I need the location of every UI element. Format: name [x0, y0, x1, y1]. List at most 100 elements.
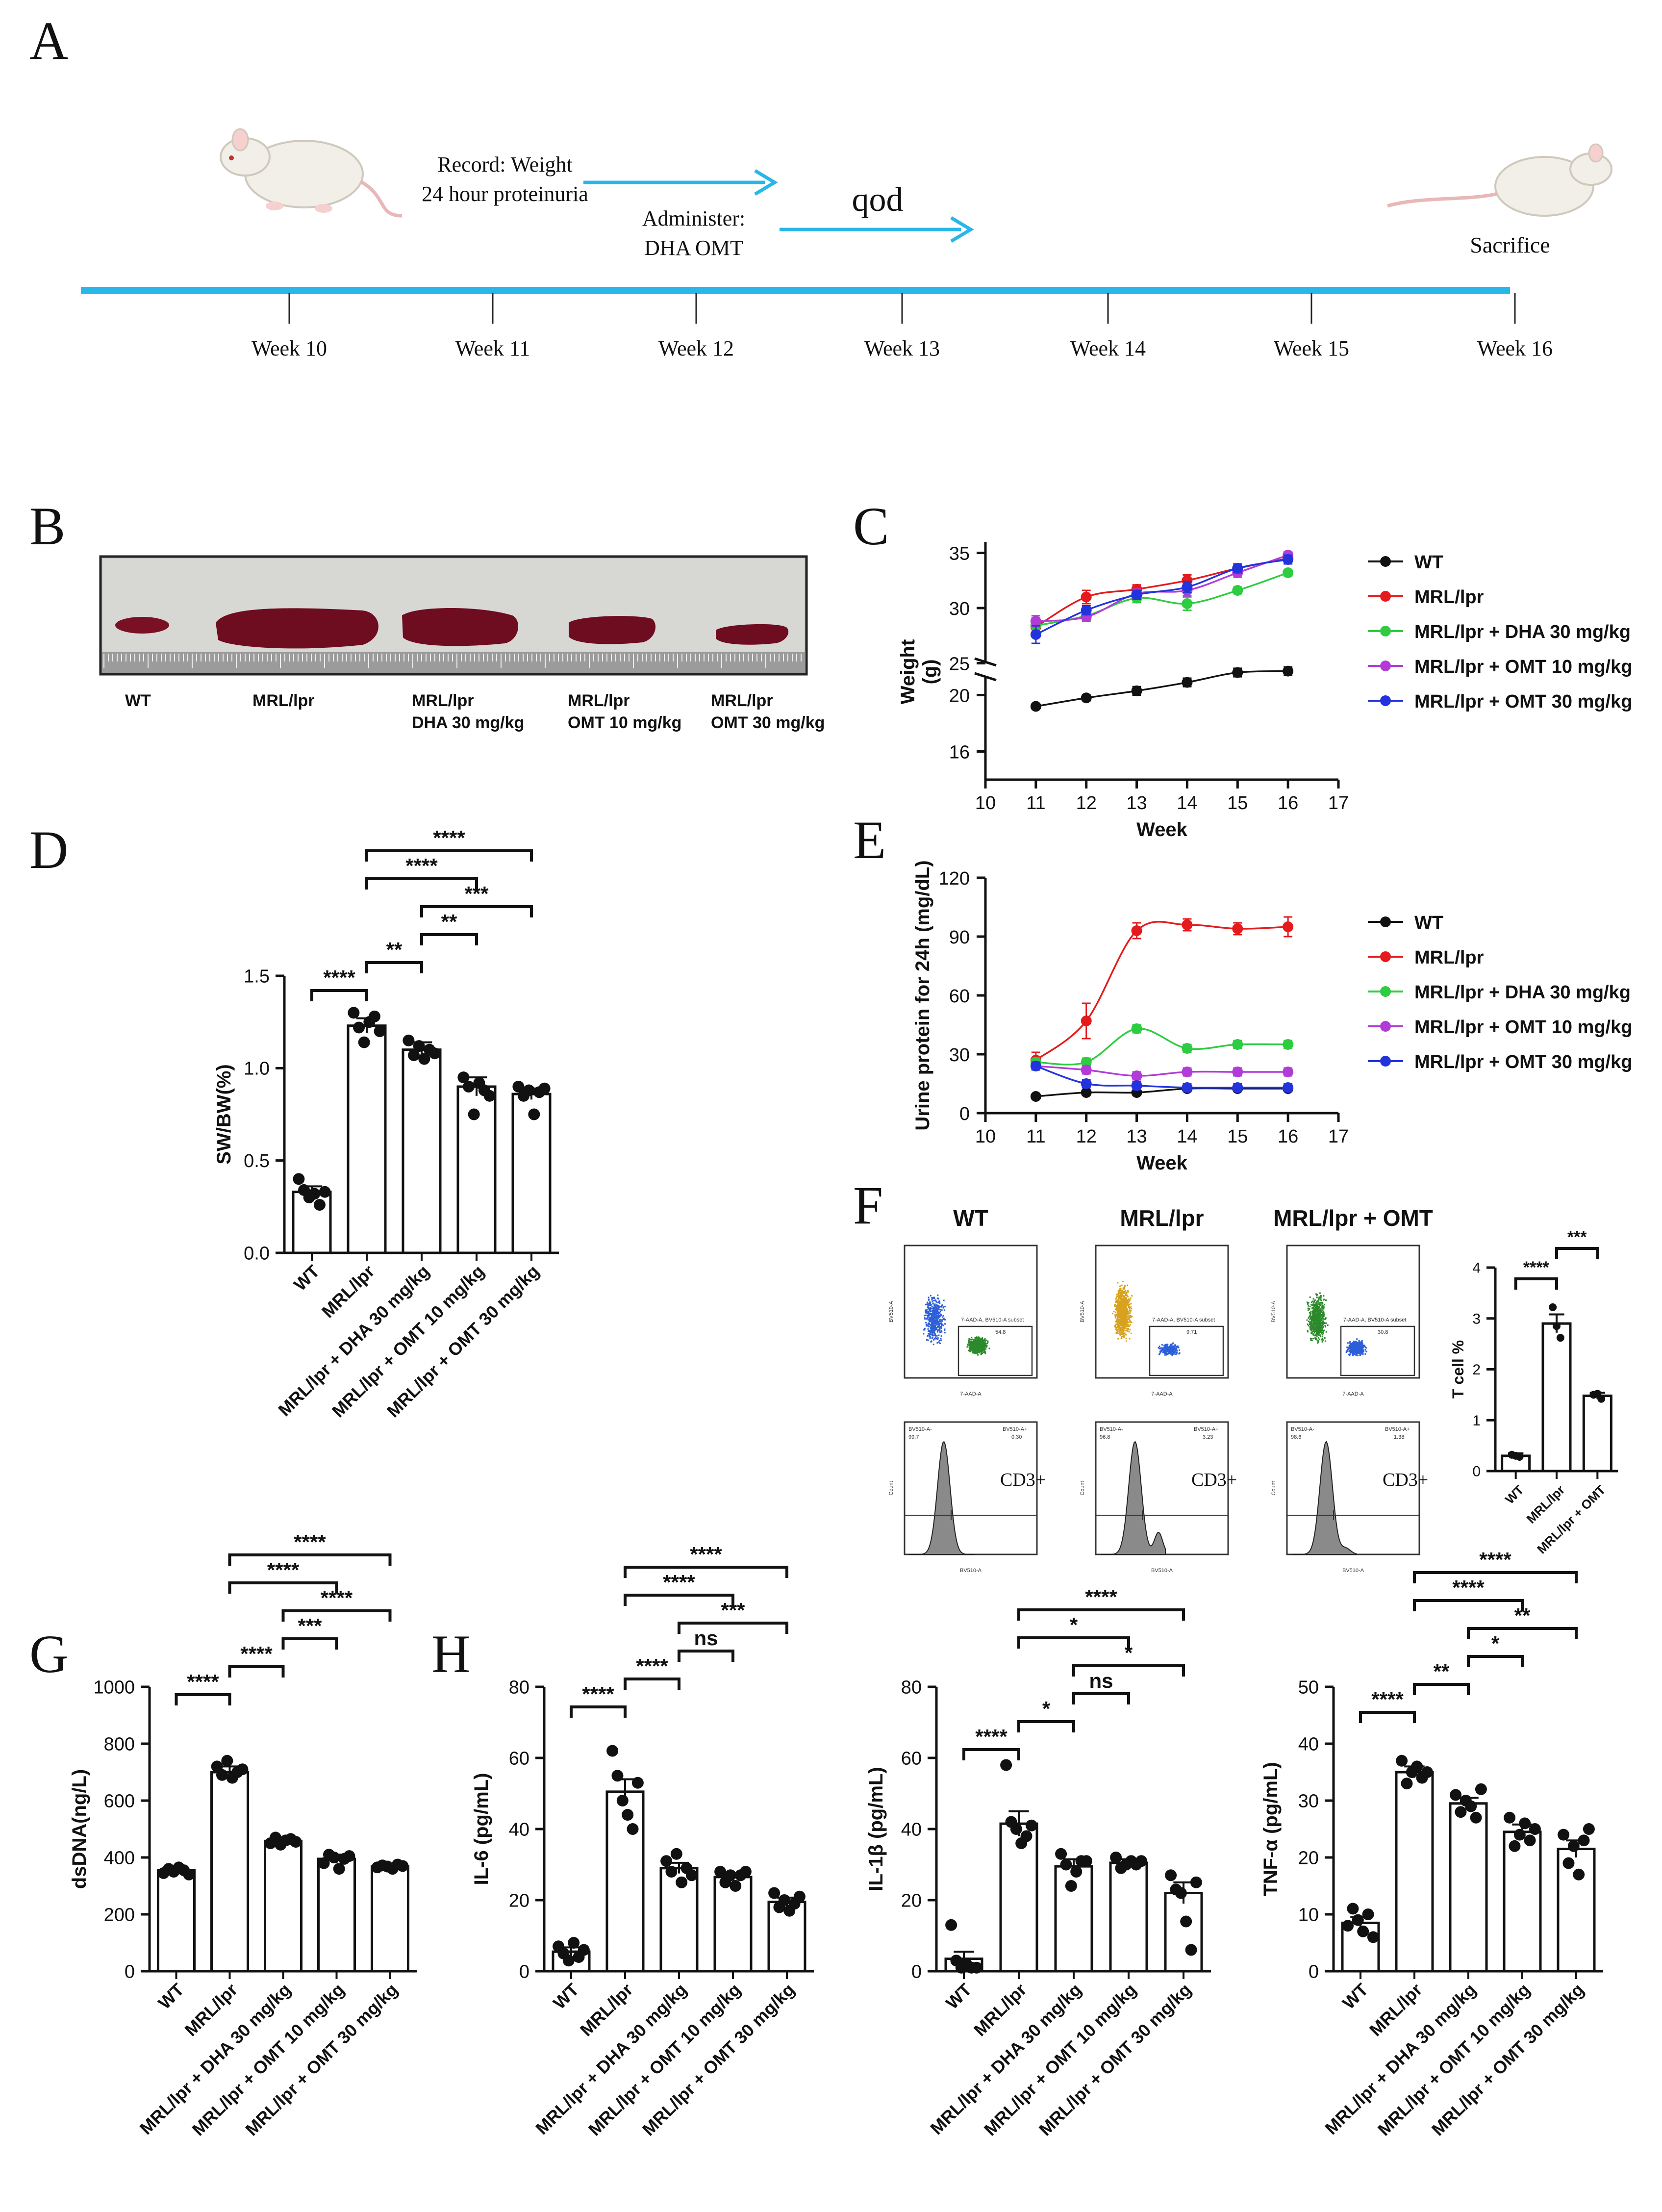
- flow-event: [1313, 1309, 1315, 1311]
- y-axis-title: TNF-α (pg/mL): [1260, 1762, 1282, 1896]
- y-axis-title: IL-6 (pg/mL): [471, 1773, 492, 1885]
- data-point: [606, 1745, 619, 1757]
- flow-event: [1117, 1299, 1119, 1301]
- flow-event: [981, 1344, 983, 1346]
- flow-event: [1324, 1337, 1326, 1339]
- flow-event: [1320, 1329, 1322, 1331]
- flow-event: [1355, 1354, 1357, 1356]
- flow-event: [982, 1347, 984, 1348]
- flow-event: [1354, 1345, 1356, 1347]
- significance-bracket: [624, 1678, 680, 1690]
- hist-right-value: 3.23: [1203, 1434, 1213, 1440]
- flow-event: [928, 1297, 930, 1298]
- flow-event: [1312, 1338, 1314, 1340]
- flow-event: [1321, 1331, 1323, 1333]
- flow-event: [1118, 1291, 1120, 1293]
- flow-event: [929, 1321, 931, 1322]
- spleen-label-line1: WT: [125, 691, 151, 710]
- flow-event: [976, 1342, 978, 1344]
- spleen-label-line2: OMT 30 mg/kg: [711, 713, 825, 732]
- flow-event: [1307, 1307, 1309, 1309]
- flow-event: [1120, 1297, 1122, 1299]
- flow-event: [975, 1350, 977, 1352]
- flow-event: [973, 1340, 975, 1342]
- y-axis-title: (g): [919, 659, 941, 684]
- data-point: [676, 1876, 688, 1888]
- series-line: [1035, 1065, 1288, 1089]
- legend-marker: [1380, 1021, 1391, 1032]
- flow-event: [1119, 1293, 1121, 1295]
- flow-event: [1365, 1347, 1367, 1349]
- flow-event: [1120, 1324, 1122, 1326]
- flow-event: [1163, 1345, 1165, 1347]
- flow-event: [933, 1332, 935, 1334]
- hist-left-label: BV510-A-: [1291, 1426, 1314, 1432]
- flow-event: [1325, 1317, 1327, 1319]
- data-point: [1352, 1914, 1364, 1926]
- flow-event: [1317, 1341, 1319, 1343]
- flow-event: [933, 1304, 935, 1306]
- flow-event: [933, 1306, 935, 1308]
- y-tick-label: 30: [1298, 1791, 1319, 1811]
- flow-event: [971, 1346, 973, 1348]
- flow-event: [1123, 1305, 1125, 1307]
- flow-event: [1172, 1350, 1174, 1352]
- flow-event: [1359, 1352, 1360, 1354]
- flow-event: [1313, 1305, 1315, 1307]
- flow-event: [939, 1329, 941, 1331]
- significance-bracket: [962, 1748, 1020, 1760]
- flow-event: [944, 1329, 946, 1331]
- flow-event: [938, 1306, 940, 1308]
- flow-event: [1355, 1346, 1357, 1348]
- flow-event: [934, 1312, 936, 1314]
- flow-event: [977, 1348, 979, 1350]
- week-label: Week 10: [252, 336, 327, 360]
- flow-event: [1318, 1314, 1320, 1316]
- flow-event: [1313, 1308, 1315, 1310]
- flow-title: MRL/lpr + OMT: [1273, 1205, 1433, 1231]
- flow-event: [1120, 1288, 1122, 1290]
- flow-event: [1358, 1341, 1360, 1343]
- flow-event: [938, 1305, 940, 1307]
- flow-event: [936, 1335, 938, 1337]
- series-line: [1035, 559, 1288, 636]
- flow-event: [1176, 1352, 1178, 1354]
- data-point: [1165, 1869, 1177, 1881]
- flow-event: [923, 1333, 925, 1335]
- flow-event: [1160, 1349, 1162, 1351]
- spleen-mrl: [216, 608, 378, 649]
- qod-label: qod: [852, 181, 904, 219]
- flow-event: [1170, 1350, 1172, 1352]
- flow-event: [935, 1308, 937, 1310]
- flow-event: [1127, 1313, 1129, 1315]
- flow-event: [931, 1313, 932, 1315]
- flow-event: [1119, 1285, 1121, 1287]
- flow-event: [1349, 1341, 1351, 1343]
- flow-event: [1316, 1327, 1318, 1329]
- flow-event: [1117, 1328, 1119, 1330]
- flow-event: [929, 1317, 931, 1319]
- flow-event: [1310, 1312, 1312, 1314]
- flow-event: [941, 1323, 943, 1325]
- x-tick-label: WT: [290, 1261, 324, 1295]
- histogram-curve: [1292, 1441, 1357, 1555]
- flow-event: [1161, 1349, 1163, 1351]
- flow-event: [927, 1312, 929, 1314]
- data-point: [328, 1852, 340, 1863]
- flow-event: [1120, 1298, 1122, 1300]
- flow-event: [1319, 1302, 1321, 1304]
- flow-event: [982, 1345, 983, 1347]
- flow-event: [939, 1319, 941, 1321]
- panel-label-c: C: [853, 496, 889, 556]
- flow-event: [1119, 1308, 1121, 1310]
- flow-event: [1171, 1354, 1173, 1356]
- flow-event: [1313, 1332, 1315, 1334]
- flow-event: [1357, 1342, 1359, 1344]
- flow-event: [932, 1335, 933, 1337]
- flow-event: [1173, 1353, 1175, 1355]
- flow-event: [1124, 1320, 1126, 1322]
- flow-event: [927, 1323, 929, 1325]
- flow-event: [1318, 1335, 1320, 1337]
- flow-event: [1313, 1320, 1315, 1322]
